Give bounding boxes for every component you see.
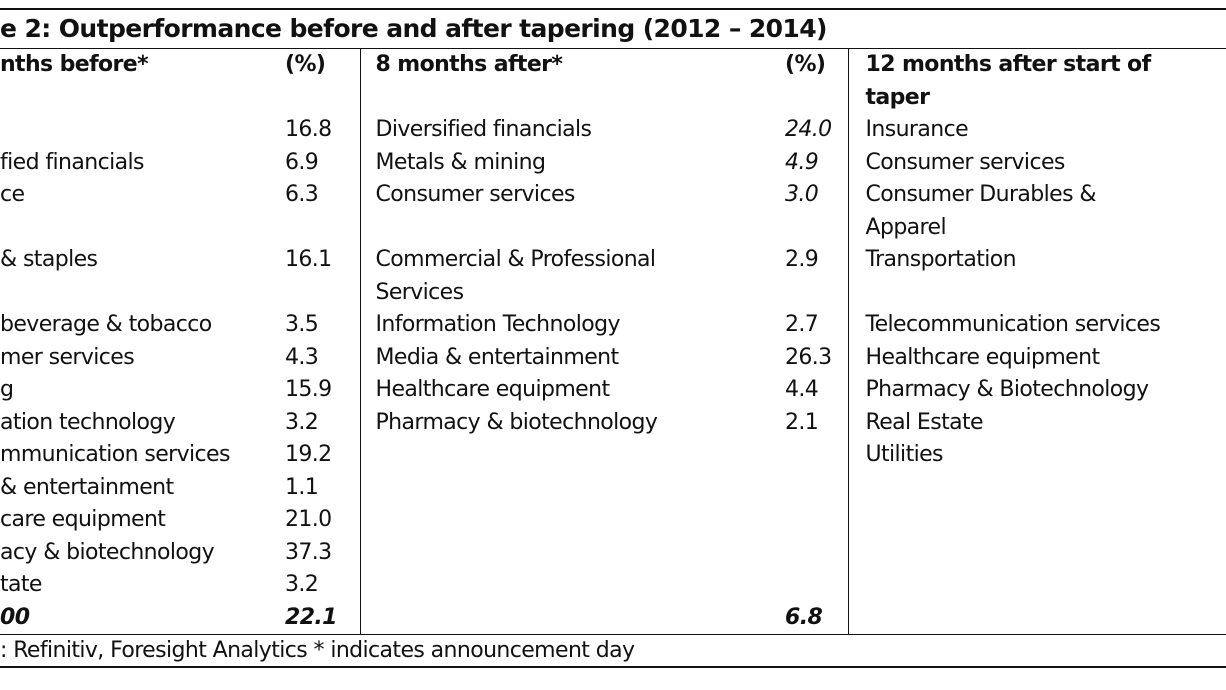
title-row: e 2: Outperformance before and after tap… [0,8,1226,49]
body-row: ce 6.3 Consumer services 3.0 Consumer Durabl… [0,179,1226,244]
label-cell: care equipment [0,507,166,532]
value-cell: 16.1 [285,244,361,309]
value-cell: 37.3 [285,536,361,569]
value-cell: 3.5 [285,309,361,342]
value-cell: 22.1 [285,601,361,635]
body-row: care equipment 21.0 [0,504,1226,537]
total-row: 00 22.1 6.8 [0,601,1226,635]
value-cell [775,536,849,569]
value-cell: 16.8 [285,114,361,147]
label-cell: & entertainment [0,474,174,500]
label-cell: Diversified financials [375,117,592,142]
value-cell: 15.9 [285,374,361,407]
label-cell: ation technology [0,409,176,435]
label-cell: Transportation [865,247,1017,272]
label-cell [848,472,1226,505]
value-cell: 2.7 [775,309,849,342]
value-cell [775,471,849,504]
label-cell: Consumer Durables & Apparel [865,182,1097,240]
label-cell: mer services [0,344,135,370]
value-cell: 6.3 [285,179,361,244]
label-cell [360,504,775,537]
label-cell: Utilities [865,442,944,467]
value-cell: 26.3 [775,341,849,374]
value-cell [775,504,849,537]
value-cell: 4.4 [775,374,849,407]
body-row: mer services 4.3 Media & entertainment 26.3… [0,341,1226,374]
label-cell: 8 months after* [375,52,563,77]
data-table: e 2: Outperformance before and after tap… [0,8,1226,668]
label-cell: nths before* [0,52,149,77]
label-cell [360,601,775,635]
body-row: acy & biotechnology 37.3 [0,536,1226,570]
label-cell: 12 months after start of taper [865,52,1152,110]
source-note: : Refinitiv, Foresight Analytics * indic… [0,634,1226,668]
label-cell [848,569,1226,602]
label-cell [0,114,285,147]
label-cell: g [0,377,14,402]
value-cell: 4.3 [285,341,361,374]
label-cell [360,439,775,472]
label-cell: Pharmacy & biotechnology [375,409,658,435]
label-cell: & staples [0,247,98,272]
value-cell: 2.1 [775,406,849,439]
value-cell: 3.0 [775,179,849,244]
label-cell [848,537,1226,570]
label-cell: 00 [0,601,285,635]
value-cell: (%) [775,48,849,114]
label-cell: ce [0,182,25,207]
label-cell: beverage & tobacco [0,312,212,337]
body-row: mmunication services 19.2 Utilities [0,439,1226,472]
label-cell: Information Technology [375,312,621,337]
label-cell: Healthcare equipment [375,377,611,402]
label-cell [360,472,775,505]
source-row: : Refinitiv, Foresight Analytics * indic… [0,634,1226,668]
body-row: fied financials 6.9 Metals & mining 4.9 Cons… [0,146,1226,179]
value-cell: 19.2 [285,439,361,472]
label-cell: Pharmacy & Biotechnology [865,377,1150,402]
body-row: ation technology 3.2 Pharmacy & biotechnol… [0,406,1226,439]
label-cell: Insurance [865,117,969,142]
value-cell: 6.8 [775,601,849,635]
value-cell: 21.0 [285,504,361,537]
label-cell: acy & biotechnology [0,539,215,565]
label-cell: Metals & mining [375,149,546,175]
body-row: 16.8 Diversified financials 24.0 Insurance [0,114,1226,147]
label-cell: Consumer services [865,149,1066,175]
label-cell [360,569,775,602]
table-container: e 2: Outperformance before and after tap… [0,8,1226,668]
value-cell [775,569,849,602]
label-cell: Healthcare equipment [865,344,1101,370]
table-title: e 2: Outperformance before and after tap… [0,8,1226,49]
body-row: & entertainment 1.1 [0,471,1226,505]
label-cell: fied financials [0,149,144,175]
value-cell: 4.9 [775,146,849,179]
value-cell: 6.9 [285,146,361,179]
label-cell [360,537,775,570]
value-cell: 24.0 [775,114,849,147]
label-cell [848,504,1226,537]
body-row: & staples 16.1 Commercial & Professional S… [0,244,1226,309]
label-cell: tate [0,572,42,597]
value-cell: 2.9 [775,244,849,309]
body-row: tate 3.2 [0,569,1226,602]
label-cell: Consumer services [375,182,576,207]
label-cell: Media & entertainment [375,344,620,370]
header-row: nths before* (%) 8 months after* (%) 12 mont… [0,48,1226,114]
body-row: g 15.9 Healthcare equipment 4.4 Pharmacy & B… [0,374,1226,407]
label-cell [848,601,1226,635]
body-row: beverage & tobacco 3.5 Information Technol… [0,309,1226,342]
value-cell: (%) [285,48,361,114]
label-cell: Commercial & Professional Services [375,247,657,305]
label-cell: Telecommunication services [865,312,1161,337]
label-cell: Real Estate [865,409,984,435]
value-cell: 3.2 [285,569,361,602]
value-cell: 3.2 [285,406,361,439]
label-cell: mmunication services [0,442,230,467]
value-cell: 1.1 [285,471,361,504]
value-cell [775,439,849,472]
